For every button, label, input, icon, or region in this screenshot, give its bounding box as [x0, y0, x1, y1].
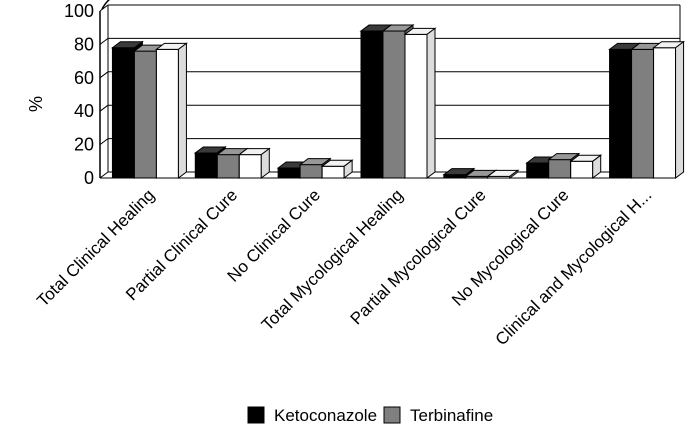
bar	[486, 169, 520, 179]
gridline-depth	[99, 171, 109, 179]
bar-front-face	[382, 30, 406, 179]
bar-front-face	[133, 50, 157, 179]
bar-front-face	[526, 162, 550, 179]
y-tick-label: 0	[84, 168, 94, 188]
bar-front-face	[194, 152, 218, 179]
legend: Ketoconazole Terbinafine	[247, 406, 493, 425]
x-tick-label: Partial Mycological Cure	[347, 185, 490, 328]
legend-label: Terbinafine	[410, 406, 493, 425]
y-tick-label: 60	[74, 68, 94, 88]
bar	[154, 42, 188, 179]
bar-front-face	[155, 48, 179, 179]
x-tick-label: Clinical and Mycological H...	[492, 185, 656, 349]
bar-side-face	[177, 42, 187, 179]
bar-front-face	[299, 164, 323, 179]
gridline-depth	[99, 38, 109, 45]
bar-front-face	[321, 165, 345, 179]
bar-front-face	[443, 174, 467, 179]
bar-side-face	[509, 169, 519, 179]
bar-front-face	[238, 154, 262, 179]
bar-layer	[110, 24, 686, 179]
y-axis-label: %	[26, 96, 46, 112]
bar-side-face	[260, 147, 270, 179]
bar-front-face	[631, 48, 655, 179]
bar-side-face	[426, 27, 436, 179]
y-tick-label: 40	[74, 101, 94, 121]
y-tick-label: 20	[74, 135, 94, 155]
axis-layer: 0 20 40 60 80 100	[64, 0, 110, 188]
bar	[237, 147, 271, 179]
gridline-depth	[99, 4, 109, 12]
bar-front-face	[570, 160, 594, 179]
legend-label: Ketoconazole	[274, 406, 377, 425]
bar-side-face	[675, 40, 685, 179]
bar-side-face	[343, 159, 353, 179]
bar-front-face	[111, 47, 135, 179]
axis-break-mark	[101, 0, 110, 10]
legend-swatch	[247, 406, 265, 424]
bar-front-face	[548, 159, 572, 179]
y-tick-label: 100	[64, 1, 94, 21]
bar	[320, 159, 354, 179]
gridline-depth	[99, 104, 109, 112]
bar-front-face	[404, 33, 428, 179]
bar-front-face	[653, 47, 677, 179]
bar-front-face	[360, 30, 384, 179]
bar	[569, 154, 603, 179]
legend-swatch	[383, 406, 401, 424]
bar-front-face	[277, 167, 301, 179]
bar	[652, 40, 686, 179]
y-tick-label: 80	[74, 34, 94, 54]
x-tick-label: Total Mycological Healing	[258, 185, 407, 334]
gridline-depth	[99, 71, 109, 79]
bar-front-face	[216, 154, 240, 179]
bar	[403, 27, 437, 179]
bar-side-face	[592, 154, 602, 179]
gridline-depth	[99, 138, 109, 146]
bar-front-face	[609, 48, 633, 179]
